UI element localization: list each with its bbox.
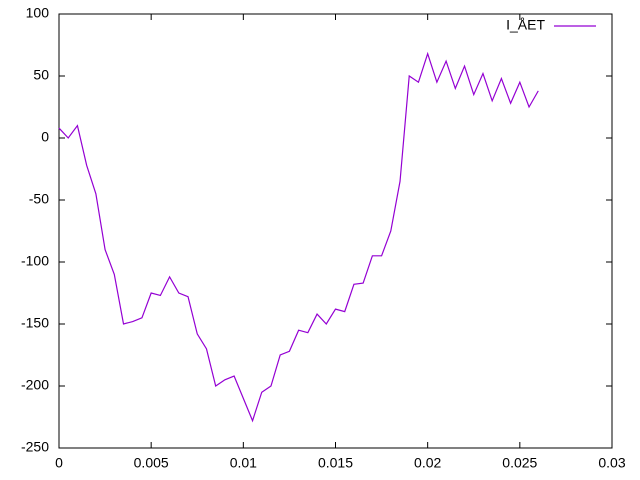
x-tick-label: 0.025 [502,455,537,471]
x-tick-label: 0.01 [230,455,257,471]
x-tick-label: 0.015 [318,455,353,471]
data-line [58,51,539,423]
y-tick-label: -100 [21,253,49,269]
y-tick-label: 50 [33,67,49,83]
x-tick-label: 0.03 [598,455,625,471]
y-tick-label: 100 [26,5,50,21]
x-tick-label: 0.02 [414,455,441,471]
y-tick-label: -150 [21,315,49,331]
x-tick-label: 0.005 [134,455,169,471]
y-tick-label: -50 [29,191,49,207]
plot-frame [58,13,613,449]
y-tick-label: 0 [41,129,49,145]
y-tick-label: -250 [21,439,49,455]
x-tick-label: 0 [55,455,63,471]
y-tick-label: -200 [21,377,49,393]
legend-label: I_ÅET [506,17,545,33]
